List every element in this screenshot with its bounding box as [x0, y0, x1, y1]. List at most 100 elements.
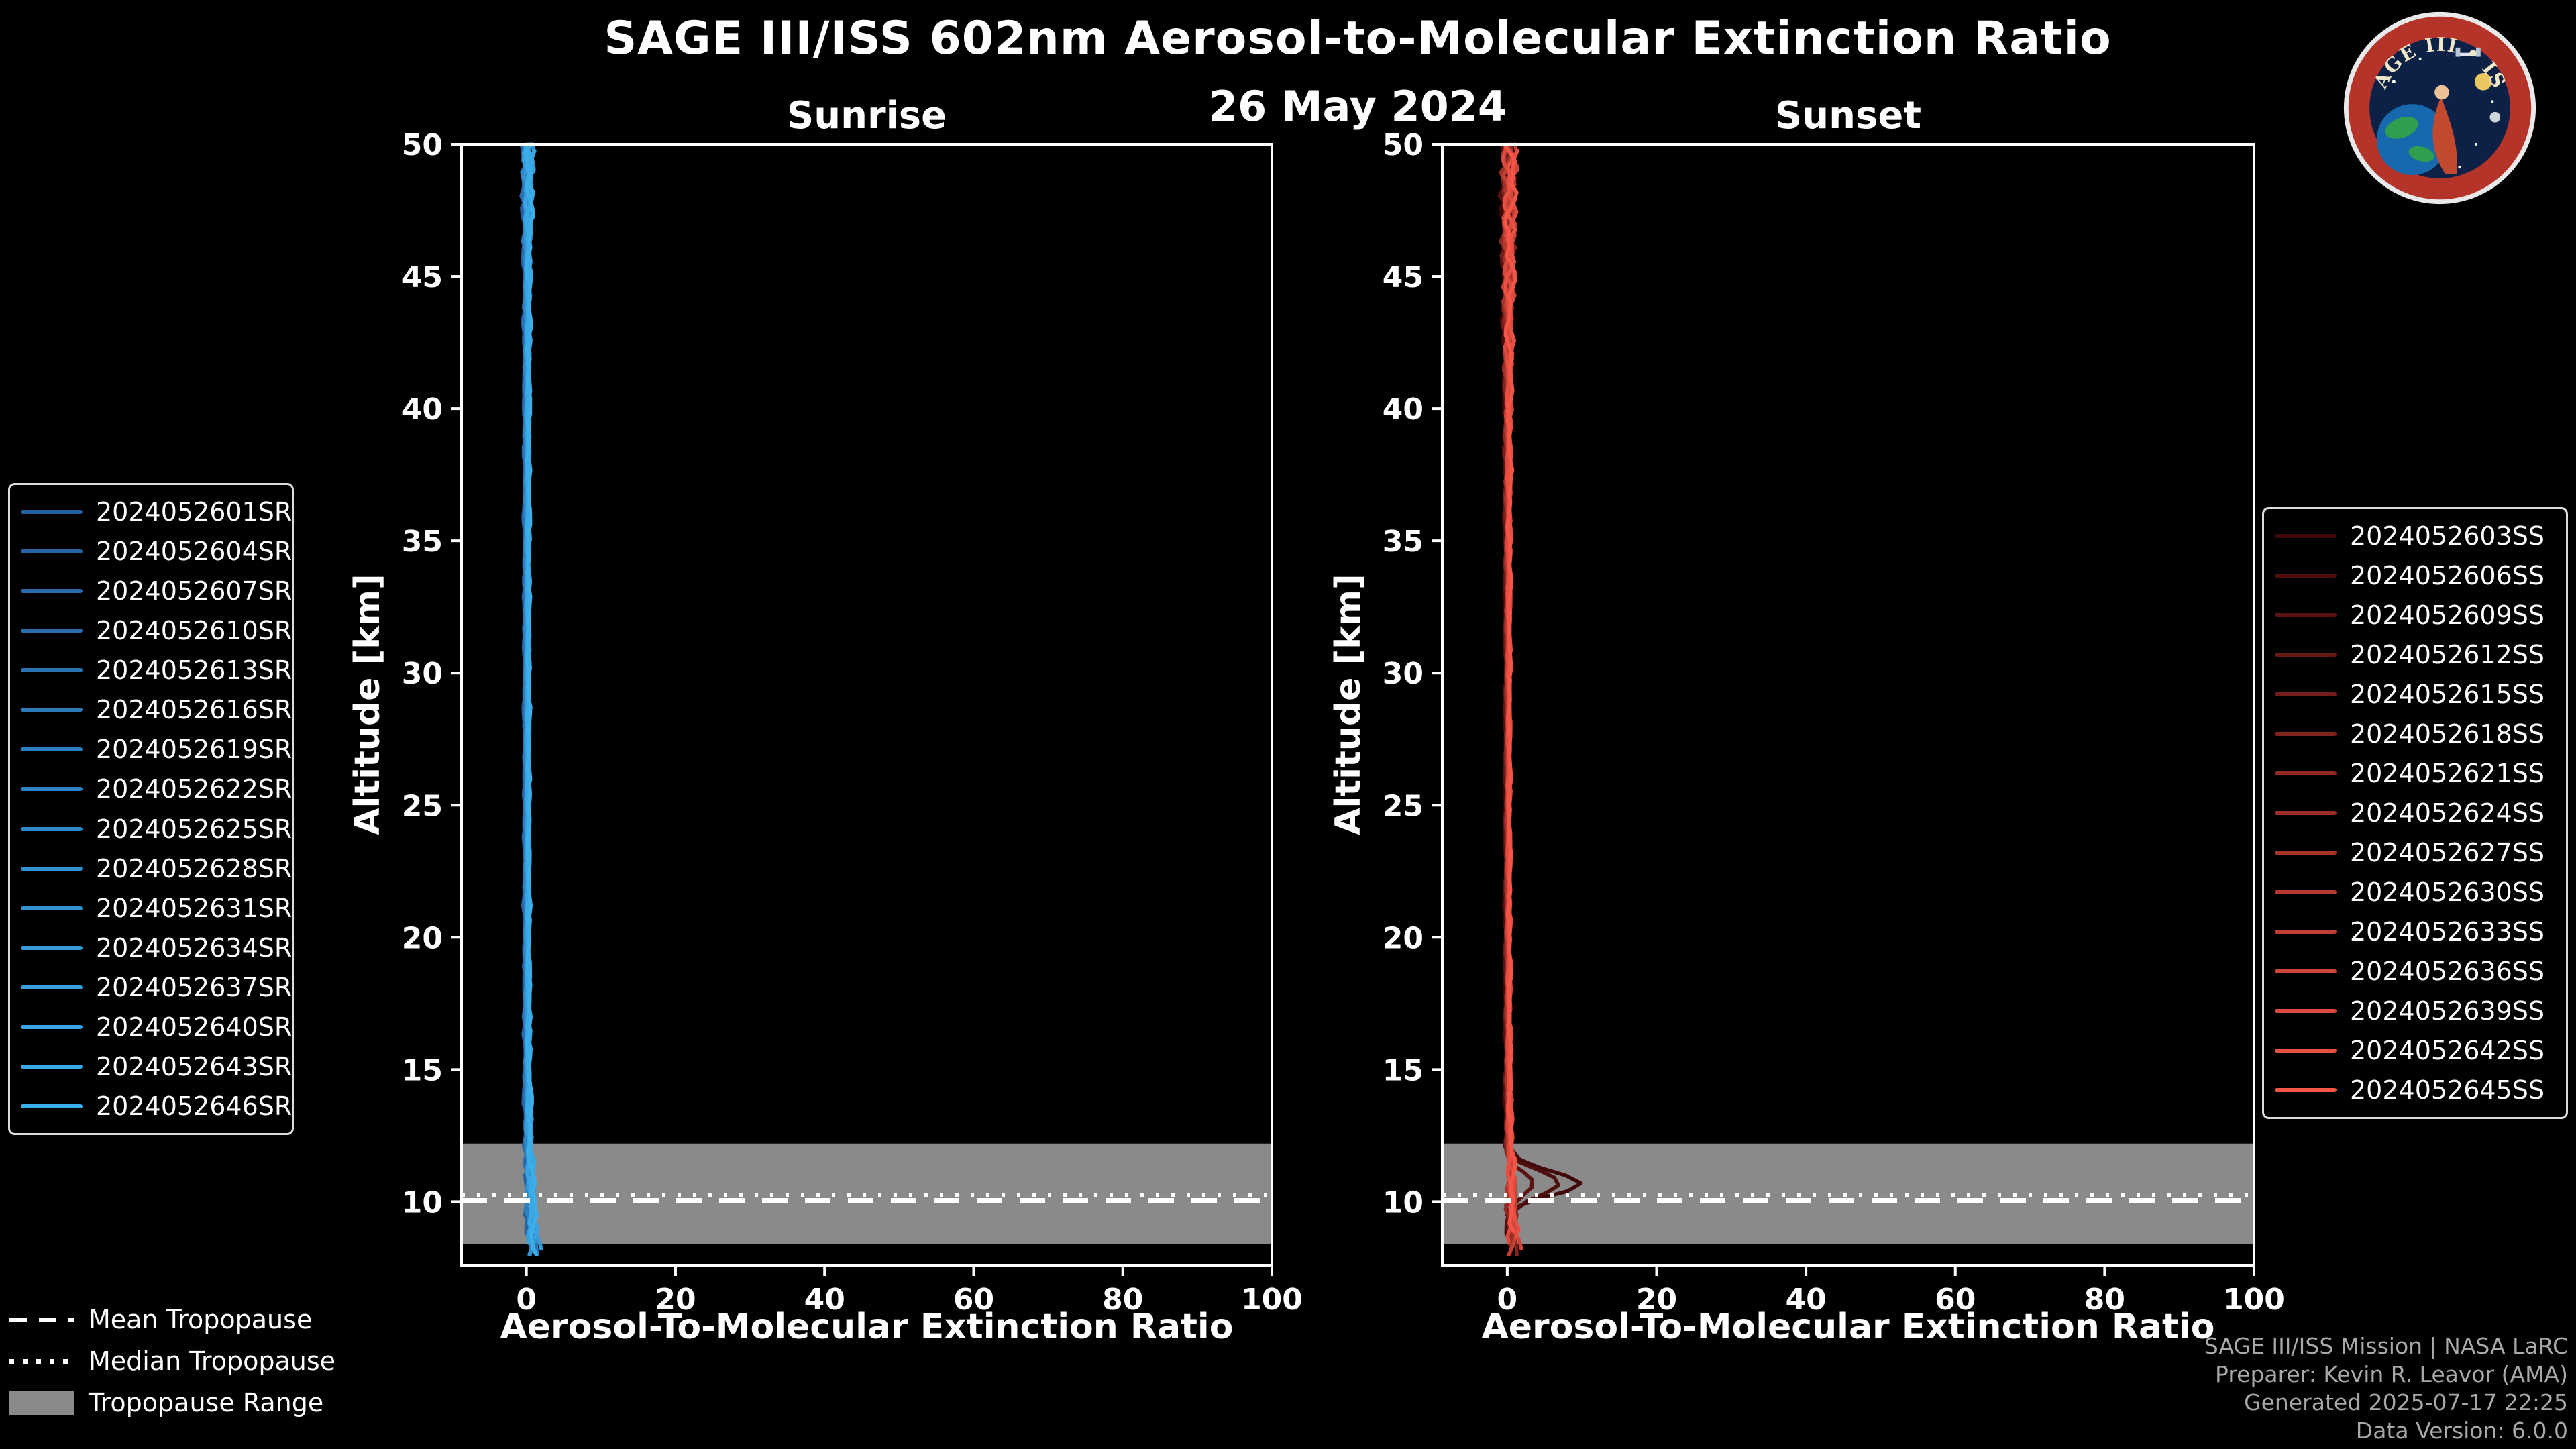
logo-sun-icon	[2474, 73, 2492, 91]
legend-item: 2024052619SR	[21, 735, 292, 764]
y-tick-label: 35	[402, 525, 443, 559]
legend-line-sample	[21, 747, 83, 752]
x-tick-label: 100	[2223, 1283, 2285, 1317]
tropopause-band	[462, 1143, 1272, 1244]
legend-line-sample	[2275, 890, 2337, 895]
legend-item: 2024052615SS	[2275, 680, 2555, 709]
legend-label: 2024052616SR	[96, 695, 292, 725]
legend-line-sample	[21, 866, 83, 871]
credit-line: Generated 2025-07-17 22:25	[2244, 1389, 2568, 1415]
x-tick-label: 0	[1497, 1283, 1518, 1317]
y-tick-label: 30	[402, 657, 443, 691]
legend-label: 2024052637SR	[96, 973, 292, 1003]
legend-line-sample	[2275, 771, 2337, 775]
legend-label: 2024052636SS	[2350, 957, 2545, 987]
sunrise-panel-title: Sunrise	[786, 94, 947, 138]
legend-item: 2024052606SS	[2275, 561, 2555, 590]
legend-item: 2024052639SS	[2275, 996, 2555, 1026]
sunset-plot-area: 0 20 40 60 80 100 10 15 20 25 30 35 40 45 50	[1383, 128, 2285, 1317]
legend-item: 2024052610SR	[21, 616, 292, 645]
legend-label: 2024052625SR	[96, 814, 292, 844]
legend-label: 2024052646SR	[96, 1091, 292, 1122]
legend-item: 2024052609SS	[2275, 600, 2555, 630]
legend-item: 2024052643SR	[21, 1052, 292, 1081]
y-tick-label: 10	[402, 1185, 443, 1220]
legend-item: 2024052607SR	[21, 576, 292, 606]
legend-line-sample	[2275, 1009, 2337, 1014]
x-axis-ticks: 0 20 40 60 80 100	[1497, 1265, 2285, 1317]
legend-item: Tropopause Range	[9, 1382, 335, 1424]
legend-item: 2024052642SS	[2275, 1036, 2555, 1065]
legend-line-sample	[2275, 810, 2337, 815]
legend-line-sample	[21, 985, 83, 990]
y-tick-label: 30	[1383, 657, 1424, 691]
legend-label: 2024052604SR	[96, 536, 292, 566]
y-tick-label: 15	[1383, 1053, 1424, 1087]
legend-item: 2024052613SR	[21, 655, 292, 685]
legend-item: 2024052627SS	[2275, 838, 2555, 867]
legend-label: 2024052610SR	[96, 615, 292, 645]
legend-line-sample	[2275, 652, 2337, 657]
legend-item: 2024052646SR	[21, 1091, 292, 1121]
legend-item: 2024052604SR	[21, 537, 292, 566]
legend-item: 2024052624SS	[2275, 798, 2555, 828]
legend-label: 2024052619SR	[96, 735, 292, 765]
sage-iss-logo: SAGE III • ISS	[2343, 11, 2536, 205]
legend-label: 2024052633SS	[2350, 917, 2545, 947]
legend-line-sample	[21, 906, 83, 910]
x-tick-label: 20	[655, 1283, 696, 1317]
legend-label: 2024052609SS	[2350, 600, 2545, 630]
legend-line-sample	[2275, 533, 2337, 538]
legend-label: 2024052627SS	[2350, 838, 2545, 868]
legend-label: 2024052640SR	[96, 1012, 292, 1042]
y-axis-ticks: 10 15 20 25 30 35 40 45 50	[1383, 128, 1442, 1220]
y-tick-label: 50	[1383, 128, 1424, 162]
legend-item: Mean Tropopause	[9, 1299, 335, 1340]
legend-line-sample	[21, 1065, 83, 1069]
y-tick-label: 20	[402, 921, 443, 955]
logo-earth-icon	[2376, 104, 2448, 175]
tropopause-legend: Mean Tropopause Median Tropopause Tropop…	[9, 1299, 335, 1424]
legend-item: 2024052634SR	[21, 933, 292, 963]
legend-line-sample	[21, 509, 83, 514]
legend-line-sample	[2275, 969, 2337, 974]
legend-line-sample	[2275, 1049, 2337, 1053]
legend-item: 2024052603SS	[2275, 521, 2555, 551]
legend-line-sample	[21, 945, 83, 950]
legend-label: Mean Tropopause	[89, 1305, 313, 1334]
legend-label: 2024052621SS	[2350, 758, 2545, 788]
sunset-panel-title: Sunset	[1774, 94, 1922, 138]
logo-moon-icon	[2489, 111, 2501, 123]
legend-item: 2024052637SR	[21, 973, 292, 1002]
legend-label: 2024052628SR	[96, 853, 292, 883]
axis-spines	[1441, 143, 2255, 1267]
profile-line-2024052645SS	[1502, 143, 1519, 1234]
legend-label: 2024052603SS	[2350, 521, 2545, 551]
sunrise-x-axis-label: Aerosol-To-Molecular Extinction Ratio	[500, 1307, 1234, 1347]
credit-line: SAGE III/ISS Mission | NASA LaRC	[2204, 1333, 2568, 1359]
legend-line-sample	[2275, 851, 2337, 855]
legend-item: 2024052645SS	[2275, 1075, 2555, 1105]
y-axis-ticks: 10 15 20 25 30 35 40 45 50	[402, 128, 462, 1220]
x-tick-label: 80	[1102, 1283, 1143, 1317]
logo-iss-icon	[2455, 47, 2481, 57]
x-tick-label: 80	[2084, 1283, 2125, 1317]
legend-label: 2024052642SS	[2350, 1036, 2545, 1066]
sunset-chart: 0 20 40 60 80 100 10 15 20 25 30 35 40 45 50	[1383, 128, 2285, 1317]
legend-item: 2024052640SR	[21, 1012, 292, 1042]
y-tick-label: 20	[1383, 921, 1424, 955]
tropopause-band	[1442, 1143, 2254, 1244]
legend-label: Tropopause Range	[89, 1388, 324, 1417]
legend-label: 2024052601SR	[96, 496, 292, 527]
legend-label: 2024052634SR	[96, 932, 292, 963]
y-tick-label: 40	[402, 392, 443, 427]
legend-line-sample	[2275, 692, 2337, 696]
legend-line-sample	[21, 708, 83, 712]
legend-item: 2024052616SR	[21, 695, 292, 724]
legend-label: 2024052645SS	[2350, 1075, 2545, 1106]
sunset-y-axis-label: Altitude [km]	[1328, 574, 1368, 835]
legend-item: 2024052633SS	[2275, 917, 2555, 947]
credit-line: Data Version: 6.0.0	[2355, 1417, 2568, 1444]
legend-label: 2024052613SR	[96, 655, 292, 686]
legend-line-sample	[21, 1025, 83, 1030]
